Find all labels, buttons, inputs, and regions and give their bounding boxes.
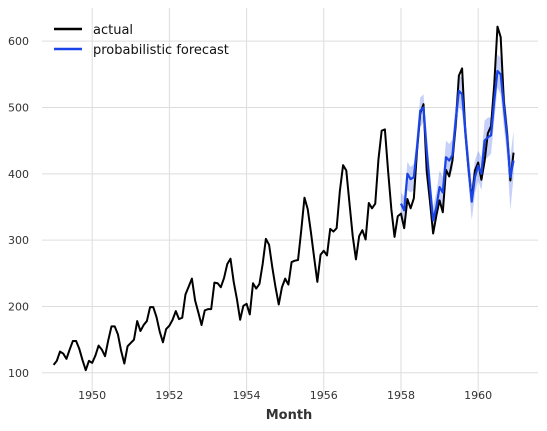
- y-tick-label: 100: [8, 367, 29, 380]
- series-line-actual: [52, 25, 515, 372]
- legend-label: probabilistic forecast: [93, 43, 229, 58]
- y-tick-labels: 100 200 300 400 500 600: [8, 35, 29, 380]
- y-tick-label: 200: [8, 300, 29, 313]
- series-line-forecast: [399, 69, 515, 222]
- y-tick-label: 400: [8, 168, 29, 181]
- legend-label: actual: [93, 23, 133, 38]
- legend: actual probabilistic forecast: [54, 23, 229, 58]
- x-tick-label: 1956: [310, 389, 338, 402]
- grid: [42, 8, 538, 398]
- series-lines: [52, 25, 515, 372]
- x-tick-label: 1958: [387, 389, 415, 402]
- x-tick-label: 1960: [464, 389, 492, 402]
- x-tick-label: 1952: [155, 389, 183, 402]
- x-tick-labels: 1950 1952 1954 1956 1958 1960: [78, 389, 492, 402]
- x-axis-label: Month: [266, 408, 313, 423]
- y-tick-label: 500: [8, 101, 29, 114]
- y-tick-label: 600: [8, 35, 29, 48]
- x-tick-label: 1950: [78, 389, 106, 402]
- y-tick-label: 300: [8, 234, 29, 247]
- x-tick-label: 1954: [233, 389, 261, 402]
